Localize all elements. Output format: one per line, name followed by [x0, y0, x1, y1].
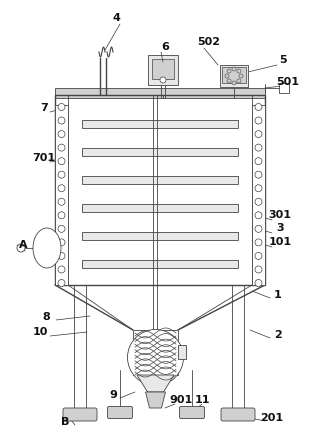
Circle shape: [58, 131, 65, 138]
Text: 9: 9: [109, 390, 117, 400]
Bar: [222, 67, 246, 83]
Circle shape: [225, 74, 229, 78]
FancyBboxPatch shape: [63, 408, 97, 421]
Bar: [82, 232, 238, 240]
Text: 6: 6: [161, 42, 169, 52]
Circle shape: [58, 212, 65, 219]
Bar: [82, 120, 238, 128]
Circle shape: [58, 158, 65, 165]
Bar: [279, 83, 289, 93]
Circle shape: [17, 244, 25, 252]
Circle shape: [255, 212, 262, 219]
Circle shape: [232, 81, 236, 85]
Bar: [232, 285, 244, 410]
Text: 7: 7: [40, 103, 48, 113]
Circle shape: [232, 67, 236, 71]
Circle shape: [58, 144, 65, 151]
Circle shape: [255, 253, 262, 260]
Circle shape: [255, 198, 262, 205]
Circle shape: [237, 69, 241, 73]
Circle shape: [255, 225, 262, 232]
Circle shape: [255, 171, 262, 178]
Text: 8: 8: [42, 312, 50, 322]
Bar: [82, 204, 238, 212]
Circle shape: [227, 79, 231, 83]
Bar: [82, 260, 238, 268]
Text: 11: 11: [194, 395, 210, 405]
Ellipse shape: [33, 228, 61, 268]
Circle shape: [58, 103, 65, 110]
Bar: [82, 176, 238, 184]
Text: 101: 101: [268, 237, 292, 247]
Circle shape: [58, 198, 65, 205]
Text: 301: 301: [268, 210, 291, 220]
Circle shape: [58, 185, 65, 192]
Text: 3: 3: [276, 223, 284, 233]
Circle shape: [237, 79, 241, 83]
Text: 10: 10: [32, 327, 48, 337]
Bar: [55, 88, 265, 98]
Circle shape: [255, 279, 262, 286]
Text: B: B: [61, 417, 69, 427]
Circle shape: [255, 117, 262, 124]
Text: 701: 701: [32, 153, 56, 163]
Text: 5: 5: [279, 55, 287, 65]
Circle shape: [239, 74, 243, 78]
Bar: [148, 55, 178, 85]
Text: 1: 1: [274, 290, 282, 300]
Circle shape: [255, 103, 262, 110]
FancyBboxPatch shape: [179, 407, 205, 418]
Circle shape: [58, 171, 65, 178]
FancyBboxPatch shape: [108, 407, 132, 418]
FancyBboxPatch shape: [221, 408, 255, 421]
Bar: [74, 285, 86, 410]
Text: 201: 201: [260, 413, 284, 423]
Bar: [152, 59, 174, 79]
Text: 501: 501: [276, 77, 299, 87]
Polygon shape: [146, 392, 165, 408]
Circle shape: [128, 330, 183, 385]
Bar: [55, 105, 68, 285]
Text: 4: 4: [112, 13, 120, 23]
Circle shape: [255, 266, 262, 273]
Circle shape: [255, 144, 262, 151]
Circle shape: [160, 77, 166, 83]
Circle shape: [255, 131, 262, 138]
Circle shape: [255, 239, 262, 246]
Circle shape: [58, 279, 65, 286]
Polygon shape: [137, 375, 174, 392]
Text: 502: 502: [197, 37, 220, 47]
Circle shape: [58, 253, 65, 260]
Circle shape: [227, 69, 231, 73]
Bar: [178, 345, 186, 359]
Bar: [82, 148, 238, 156]
Circle shape: [58, 266, 65, 273]
Circle shape: [255, 158, 262, 165]
Bar: [133, 330, 178, 375]
Circle shape: [58, 239, 65, 246]
Text: A: A: [19, 240, 27, 250]
Circle shape: [58, 225, 65, 232]
Bar: [252, 105, 265, 285]
Circle shape: [255, 185, 262, 192]
Text: 901: 901: [169, 395, 193, 405]
Bar: [55, 95, 265, 285]
Circle shape: [58, 117, 65, 124]
Text: 2: 2: [274, 330, 282, 340]
Bar: [220, 65, 248, 87]
